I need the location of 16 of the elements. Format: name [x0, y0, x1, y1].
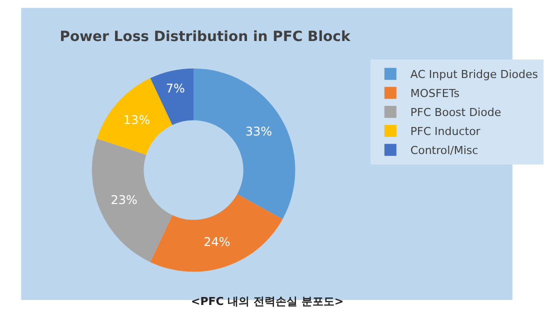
data-label: 33%: [245, 124, 272, 139]
legend-label: PFC Boost Diode: [410, 106, 502, 120]
legend-label: PFC Inductor: [410, 125, 481, 138]
data-label: 13%: [123, 113, 150, 128]
donut-slice: [150, 68, 194, 126]
data-label: 23%: [110, 193, 138, 208]
data-label: 24%: [204, 235, 230, 250]
legend-label: AC Input Bridge Diodes: [410, 68, 538, 82]
text: <PFC 내의 전력손실 분포도>: [191, 295, 344, 308]
data-label: 7%: [166, 82, 185, 96]
donut-slice: [92, 138, 172, 262]
legend-label: MOSFETs: [410, 87, 460, 100]
donut-slice: [194, 68, 296, 220]
legend-label: Control/Misc: [410, 144, 478, 158]
chart-title: Power Loss Distribution in PFC Block: [60, 29, 351, 46]
donut-slice: [150, 194, 283, 272]
